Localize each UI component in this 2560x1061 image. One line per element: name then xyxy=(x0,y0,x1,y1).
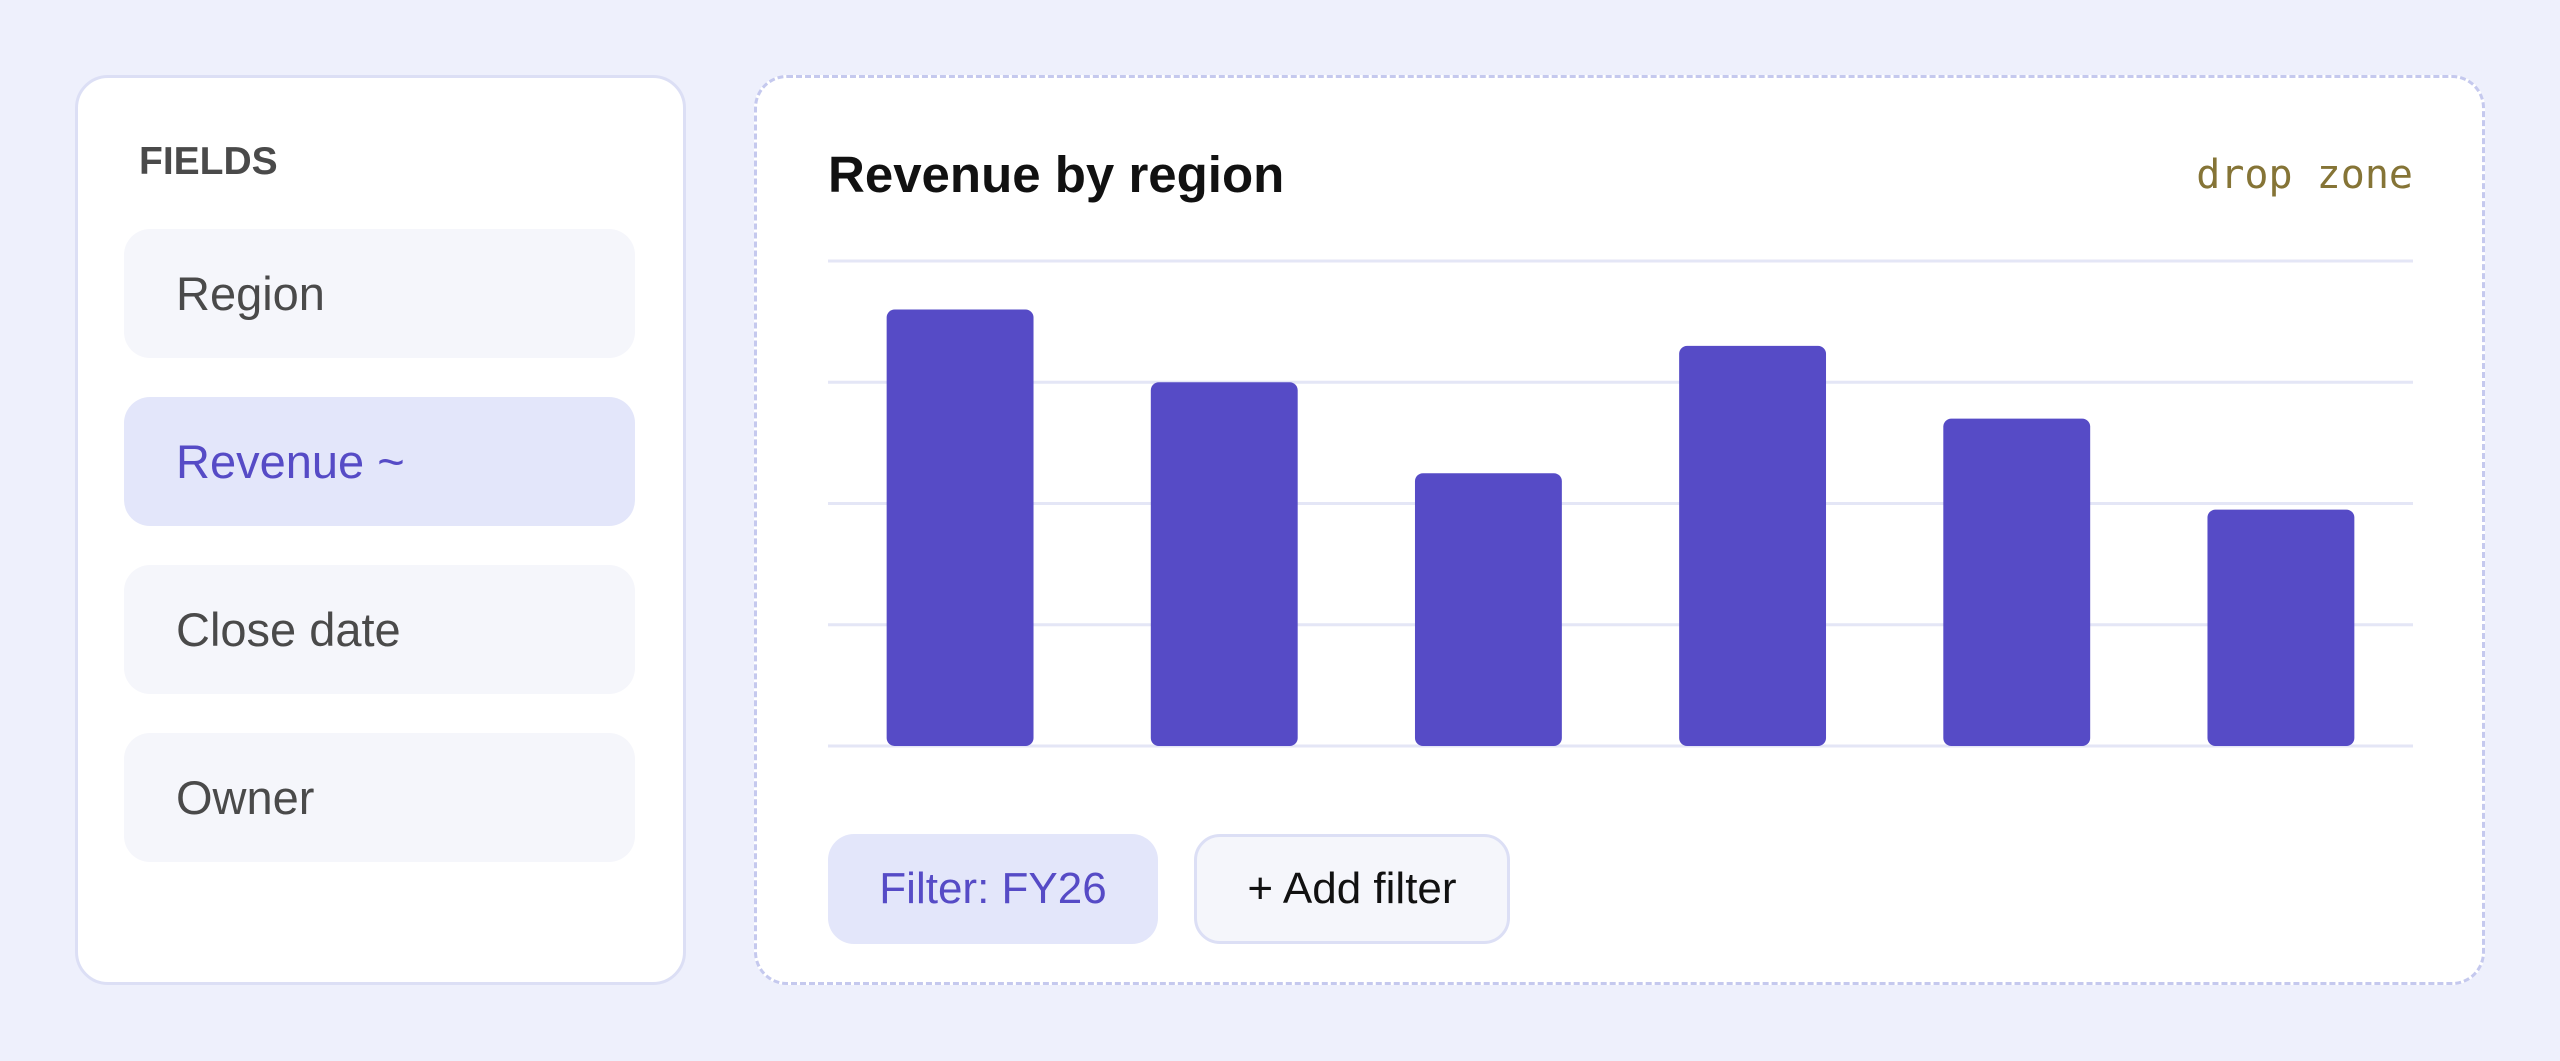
field-item[interactable]: Region xyxy=(124,229,635,358)
field-item[interactable]: Owner xyxy=(124,733,635,862)
drop-zone-panel xyxy=(754,75,2485,985)
chart-title: Revenue by region xyxy=(828,146,1285,203)
field-item[interactable]: Revenue ~ xyxy=(124,397,635,526)
bar xyxy=(1414,473,1562,746)
filter-chip[interactable]: Filter: FY26 xyxy=(828,834,1158,944)
field-item[interactable]: Close date xyxy=(124,565,635,694)
drop-zone-label: drop zone xyxy=(2196,152,2413,198)
bar xyxy=(1943,418,2091,746)
fields-title: FIELDS xyxy=(139,140,278,183)
add-filter-button[interactable]: + Add filter xyxy=(1194,834,1510,944)
bar xyxy=(2207,509,2355,746)
bar xyxy=(886,309,1034,746)
bar xyxy=(1150,382,1298,746)
bar xyxy=(1679,345,1827,746)
